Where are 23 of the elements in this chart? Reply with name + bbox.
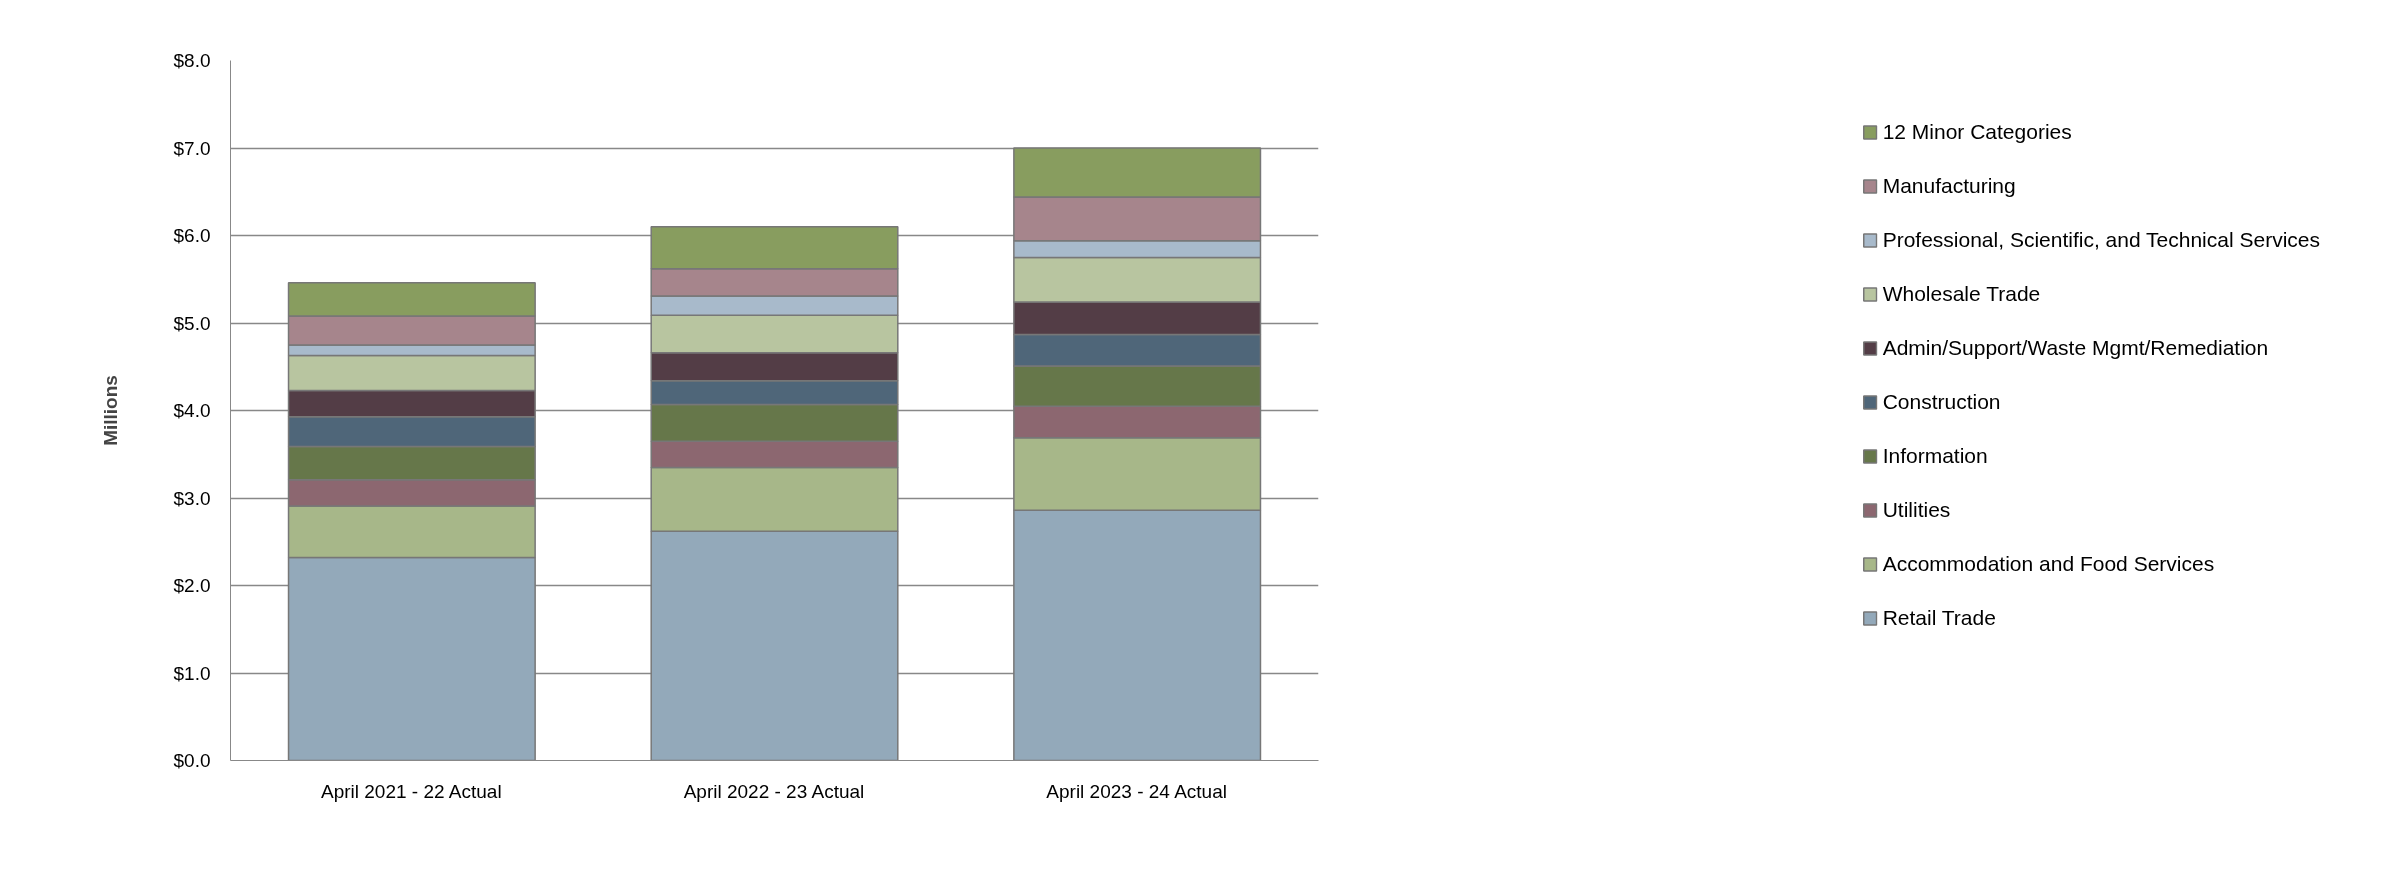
y-axis-title: Millions: [99, 375, 121, 446]
legend-label: Accommodation and Food Services: [1882, 552, 2215, 576]
legend-label: Construction: [1882, 390, 2001, 414]
x-tick-label: April 2022 - 23 Actual: [683, 780, 865, 802]
y-tick-label: $5.0: [173, 312, 211, 334]
legend-label: Professional, Scientific, and Technical Services: [1882, 228, 2320, 252]
y-tick-label: $4.0: [173, 400, 211, 421]
y-tick-label: $2.0: [173, 575, 211, 596]
y-tick-label: $6.0: [173, 225, 211, 246]
y-tick-label: $0.0: [173, 750, 211, 771]
x-tick-label: April 2021 - 22 Actual: [321, 780, 502, 802]
y-tick-label: $8.0: [173, 50, 211, 71]
legend-label: Manufacturing: [1882, 174, 2016, 198]
legend-label: Information: [1882, 444, 1988, 468]
legend-label: Retail Trade: [1882, 606, 1996, 630]
legend-label: Wholesale Trade: [1882, 282, 2041, 306]
y-tick-label: $1.0: [173, 662, 211, 684]
legend-label: Utilities: [1882, 498, 1951, 522]
legend-label: Admin/Support/Waste Mgmt/Remediation: [1882, 336, 2269, 360]
y-tick-label: $7.0: [173, 137, 211, 159]
y-tick-label: $3.0: [173, 487, 211, 509]
x-tick-label: April 2023 - 24 Actual: [1046, 780, 1227, 802]
legend-label: 12 Minor Categories: [1882, 120, 2072, 144]
